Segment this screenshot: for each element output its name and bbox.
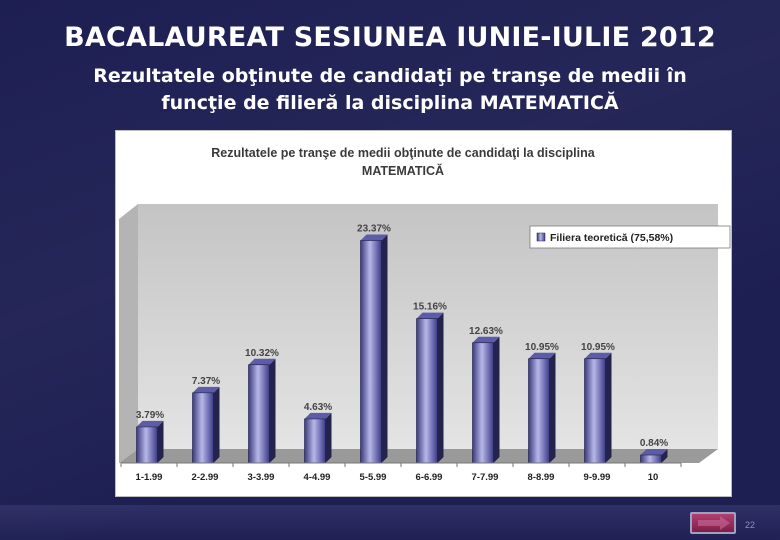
bar-front <box>640 454 662 464</box>
next-slide-button[interactable] <box>690 512 736 534</box>
page-number: 22 <box>745 520 756 530</box>
value-label: 15.16% <box>413 302 447 313</box>
bar-front <box>248 364 270 464</box>
bar-side <box>325 412 332 463</box>
bar-side <box>549 352 556 463</box>
bar-front <box>416 318 438 464</box>
chart-side-wall <box>119 204 138 463</box>
chart-title-line-2: MATEMATICĂ <box>362 163 444 178</box>
bar-front <box>584 358 606 464</box>
bar-top <box>472 336 500 343</box>
category-label: 3-3.99 <box>248 472 275 483</box>
bar-chart: Rezultatele pe tranşe de medii obţinute … <box>119 146 731 483</box>
value-label: 10.95% <box>581 342 615 353</box>
bar-7-7.99 <box>472 336 500 464</box>
bar-top <box>416 312 444 319</box>
value-label: 3.79% <box>136 410 164 421</box>
category-label: 2-2.99 <box>192 472 219 483</box>
bar-top <box>528 352 556 359</box>
bar-side <box>605 352 612 463</box>
bar-side <box>437 312 444 463</box>
bar-side <box>493 336 500 463</box>
subtitle-line-1: Rezultatele obţinute de candidaţi pe tra… <box>93 65 687 87</box>
footer-band <box>0 505 780 540</box>
bar-top <box>248 358 276 365</box>
bar-top <box>304 412 332 419</box>
bar-front <box>136 426 158 464</box>
slide-subtitle: Rezultatele obţinute de candidaţi pe tra… <box>40 63 740 117</box>
category-label: 5-5.99 <box>360 472 387 483</box>
bar-side <box>269 358 276 463</box>
bar-side <box>381 234 388 463</box>
value-label: 10.95% <box>525 342 559 353</box>
subtitle-line-2: funcţie de filieră la disciplina MATEMAT… <box>161 92 619 114</box>
chart-panel: Rezultatele pe tranşe de medii obţinute … <box>115 130 732 497</box>
bar-side <box>157 420 164 463</box>
chart-title-line-1: Rezultatele pe tranşe de medii obţinute … <box>211 146 595 160</box>
legend-box <box>529 225 731 249</box>
bar-front <box>528 358 550 464</box>
bar-front <box>304 418 326 464</box>
value-label: 4.63% <box>304 402 332 413</box>
value-label: 10.32% <box>245 348 279 359</box>
bar-5-5.99 <box>360 234 388 464</box>
slide-title: BACALAUREAT SESIUNEA IUNIE-IULIE 2012 <box>64 22 716 53</box>
bar-6-6.99 <box>416 312 444 464</box>
category-label: 7-7.99 <box>472 472 499 483</box>
x-axis: 1-1.99 2-2.99 3-3.99 4-4.99 5-5.99 6-6.99 7-7.… <box>120 462 682 483</box>
category-label: 4-4.99 <box>304 472 331 483</box>
bar-8-8.99 <box>528 352 556 464</box>
bar-4-4.99 <box>304 412 332 464</box>
bar-1-1.99 <box>136 420 164 464</box>
category-label: 9-9.99 <box>584 472 611 483</box>
bar-top <box>192 386 220 393</box>
value-label: 0.84% <box>640 438 668 449</box>
bar-top <box>360 234 388 241</box>
category-label: 10 <box>648 472 659 483</box>
legend-swatch <box>536 232 546 242</box>
legend-label: Filiera teoretică (75,58%) <box>550 232 673 244</box>
category-label: 1-1.99 <box>136 472 163 483</box>
category-label: 6-6.99 <box>416 472 443 483</box>
bar-top <box>640 449 668 456</box>
category-label: 8-8.99 <box>528 472 555 483</box>
value-label: 23.37% <box>357 224 391 235</box>
bar-9-9.99 <box>584 352 612 464</box>
value-label: 12.63% <box>469 326 503 337</box>
bar-top <box>584 352 612 359</box>
bar-front <box>192 392 214 464</box>
bar-3-3.99 <box>248 358 276 464</box>
bar-10 <box>640 449 668 464</box>
arrow-right-icon <box>698 516 730 530</box>
chart-legend: Filiera teoretică (75,58%) <box>529 225 731 249</box>
value-label: 7.37% <box>192 376 220 387</box>
bar-2-2.99 <box>192 386 220 464</box>
bar-top <box>136 420 164 427</box>
bar-front <box>472 342 494 464</box>
bar-front <box>360 240 382 464</box>
bar-side <box>213 386 220 463</box>
bar-side <box>661 449 668 463</box>
bars-group: 3.79% 7.37% 10.32% 4.63% 23.37% 15.16% 12.63% 1… <box>136 224 668 464</box>
